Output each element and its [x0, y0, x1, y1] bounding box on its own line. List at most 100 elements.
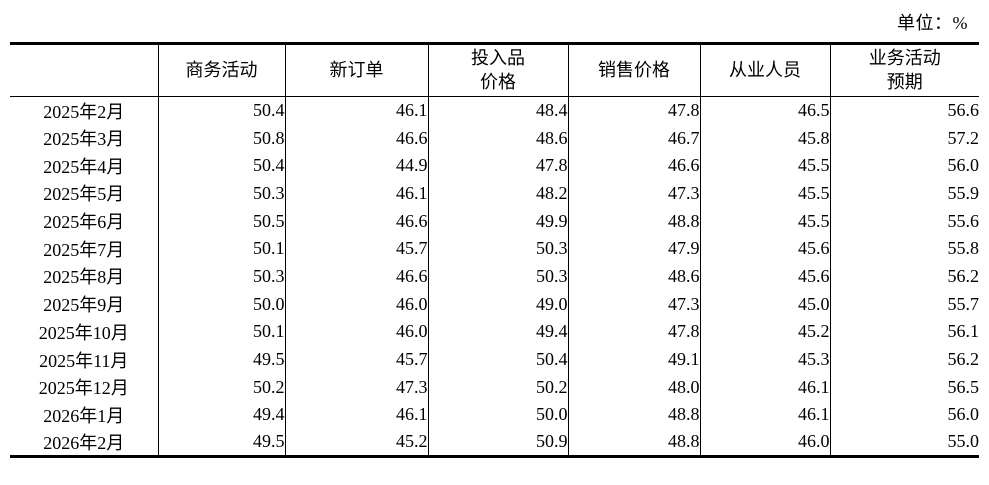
table-row: 2025年11月 49.5 45.7 50.4 49.1 45.3 56.2	[10, 345, 980, 374]
column-header-sales-prices: 销售价格	[568, 43, 701, 97]
value-cell: 44.9	[285, 151, 429, 180]
value-cell: 48.6	[568, 262, 701, 291]
row-label: 2025年6月	[10, 207, 159, 235]
column-header-input-prices: 投入品 价格	[428, 43, 569, 97]
value-cell: 47.8	[568, 96, 701, 125]
table-row: 2025年8月 50.3 46.6 50.3 48.6 45.6 56.2	[10, 262, 980, 291]
value-cell: 55.9	[947, 182, 980, 203]
value-cell: 50.4	[158, 96, 286, 125]
value-cell: 50.1	[158, 234, 286, 263]
row-label: 2025年2月	[10, 96, 159, 125]
value-cell: 47.9	[568, 234, 701, 263]
value-cell: 46.7	[568, 124, 701, 152]
value-cell: 47.8	[568, 318, 701, 346]
value-cell: 46.0	[285, 318, 429, 346]
value-cell: 50.3	[428, 234, 569, 263]
value-cell: 47.3	[568, 290, 701, 318]
value-cell: 56.0	[947, 404, 980, 425]
table-row: 2025年9月 50.0 46.0 49.0 47.3 45.0 55.7	[10, 290, 979, 318]
table-row: 2025年10月 50.1 46.0 49.4 47.8 45.2 56.1	[10, 318, 979, 346]
value-cell: 45.3	[700, 345, 831, 374]
table-row: 2026年1月 49.4 46.1 50.0 48.8 46.1 56.0	[10, 401, 979, 429]
value-cell: 49.5	[158, 428, 286, 457]
row-label: 2025年9月	[10, 290, 159, 318]
value-cell: 46.1	[285, 96, 429, 125]
pmi-subindex-table: 商务活动 新订单 投入品 价格 销售价格 从业人员 业务活动 预期 2025年2…	[10, 42, 979, 458]
column-header-new-orders: 新订单	[285, 43, 429, 97]
row-label: 2025年7月	[10, 234, 159, 263]
value-cell: 48.6	[428, 124, 569, 152]
value-cell: 55.0	[947, 431, 980, 452]
table-row: 2025年7月 50.1 45.7 50.3 47.9 45.6 55.8	[10, 234, 980, 263]
value-cell: 46.5	[700, 96, 831, 125]
value-cell: 45.6	[700, 234, 831, 263]
table-header: 商务活动 新订单 投入品 价格 销售价格 从业人员 业务活动 预期	[10, 43, 979, 97]
value-cell: 50.0	[158, 290, 286, 318]
value-cell: 56.2	[947, 349, 980, 370]
value-cell: 48.8	[568, 401, 701, 429]
value-cell: 48.0	[568, 373, 701, 402]
value-cell: 45.5	[700, 151, 831, 180]
value-cell: 55.8	[947, 238, 980, 259]
value-cell: 45.7	[285, 234, 429, 263]
value-cell: 49.4	[158, 401, 286, 429]
value-cell: 50.0	[428, 401, 569, 429]
value-cell: 47.8	[428, 151, 569, 180]
value-cell: 57.2	[947, 127, 980, 148]
value-cell: 45.5	[700, 179, 831, 208]
table-row: 2025年2月 50.4 46.1 48.4 47.8 46.5 56.6	[10, 96, 980, 125]
value-cell: 46.1	[285, 401, 429, 429]
column-header-business-activity: 商务活动	[158, 43, 286, 97]
table-row: 2025年3月 50.8 46.6 48.6 46.7 45.8 57.2	[10, 124, 979, 152]
value-cell: 50.5	[158, 207, 286, 235]
value-cell: 45.8	[700, 124, 831, 152]
value-cell: 50.1	[158, 318, 286, 346]
value-cell: 45.0	[700, 290, 831, 318]
value-cell: 46.1	[700, 401, 831, 429]
value-cell: 47.3	[285, 373, 429, 402]
table-row: 2025年5月 50.3 46.1 48.2 47.3 45.5 55.9	[10, 179, 980, 208]
row-label: 2025年5月	[10, 179, 159, 208]
value-cell: 50.2	[428, 373, 569, 402]
value-cell: 56.6	[947, 100, 980, 121]
row-label: 2025年4月	[10, 151, 159, 180]
value-cell: 45.7	[285, 345, 429, 374]
value-cell: 49.4	[428, 318, 569, 346]
value-cell: 55.6	[947, 210, 980, 231]
value-cell: 50.2	[158, 373, 286, 402]
value-cell: 50.3	[158, 262, 286, 291]
value-cell: 49.9	[428, 207, 569, 235]
value-cell: 55.7	[947, 293, 980, 314]
value-cell: 56.5	[947, 376, 980, 397]
value-cell: 45.6	[700, 262, 831, 291]
column-header-business-expectations: 业务活动 预期	[830, 43, 979, 97]
value-cell: 50.4	[428, 345, 569, 374]
value-cell: 56.2	[947, 265, 980, 286]
value-cell: 49.0	[428, 290, 569, 318]
value-cell: 46.1	[285, 179, 429, 208]
value-cell: 46.6	[568, 151, 701, 180]
row-label: 2025年8月	[10, 262, 159, 291]
value-cell: 48.8	[568, 207, 701, 235]
value-cell: 47.3	[568, 179, 701, 208]
row-label: 2025年10月	[10, 318, 159, 346]
value-cell: 45.2	[285, 428, 429, 457]
value-cell: 50.4	[158, 151, 286, 180]
value-cell: 46.0	[700, 428, 831, 457]
row-label: 2025年12月	[10, 373, 159, 402]
value-cell: 46.1	[700, 373, 831, 402]
value-cell: 56.1	[947, 321, 980, 342]
table-row: 2025年12月 50.2 47.3 50.2 48.0 46.1 56.5	[10, 373, 980, 402]
header-row: 商务活动 新订单 投入品 价格 销售价格 从业人员 业务活动 预期	[10, 43, 979, 97]
value-cell: 50.9	[428, 428, 569, 457]
value-cell: 46.6	[285, 262, 429, 291]
table-row: 2025年4月 50.4 44.9 47.8 46.6 45.5 56.0	[10, 151, 979, 180]
value-cell: 46.6	[285, 207, 429, 235]
row-label: 2025年3月	[10, 124, 159, 152]
corner-cell	[10, 43, 159, 97]
unit-label: 单位：%	[897, 13, 968, 33]
value-cell: 50.3	[428, 262, 569, 291]
column-header-employment: 从业人员	[700, 43, 831, 97]
value-cell: 50.3	[158, 179, 286, 208]
